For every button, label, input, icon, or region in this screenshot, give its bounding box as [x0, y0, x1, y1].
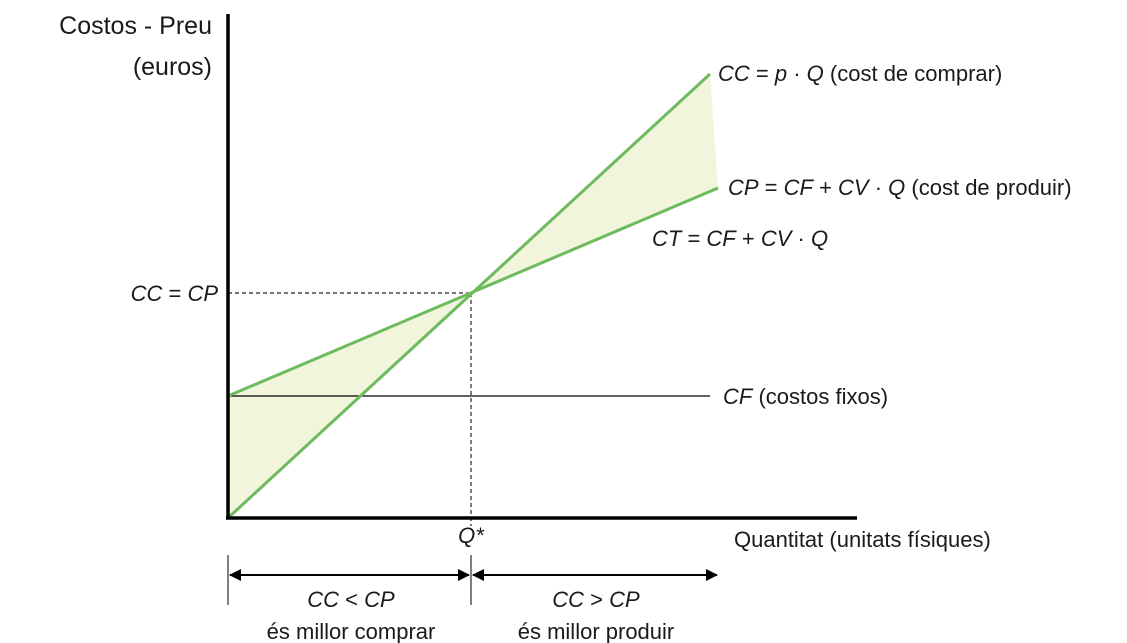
- buy-region-text: és millor comprar: [267, 619, 436, 643]
- break-even-quantity-label: Q*: [458, 523, 485, 548]
- break-even-cost-label: CC = CP: [131, 281, 219, 306]
- produce-region-text: és millor produir: [518, 619, 675, 643]
- x-axis-title: Quantitat (unitats físiques): [734, 527, 991, 552]
- buy-region-relation: CC < CP: [307, 587, 395, 612]
- produce-region-relation: CC > CP: [552, 587, 640, 612]
- y-axis-title-line2: (euros): [133, 53, 212, 81]
- cost-to-produce-label: CP = CF + CV · Q (cost de produir): [728, 175, 1072, 200]
- cost-to-produce-line: [227, 186, 719, 398]
- fixed-cost-label: CF (costos fixos): [723, 384, 888, 409]
- cost-to-buy-line: [226, 72, 712, 520]
- y-axis-title-line1: Costos - Preu: [59, 12, 212, 40]
- cost-to-buy-label: CC = p · Q (cost de comprar): [718, 61, 1002, 86]
- total-cost-label: CT = CF + CV · Q: [652, 226, 828, 251]
